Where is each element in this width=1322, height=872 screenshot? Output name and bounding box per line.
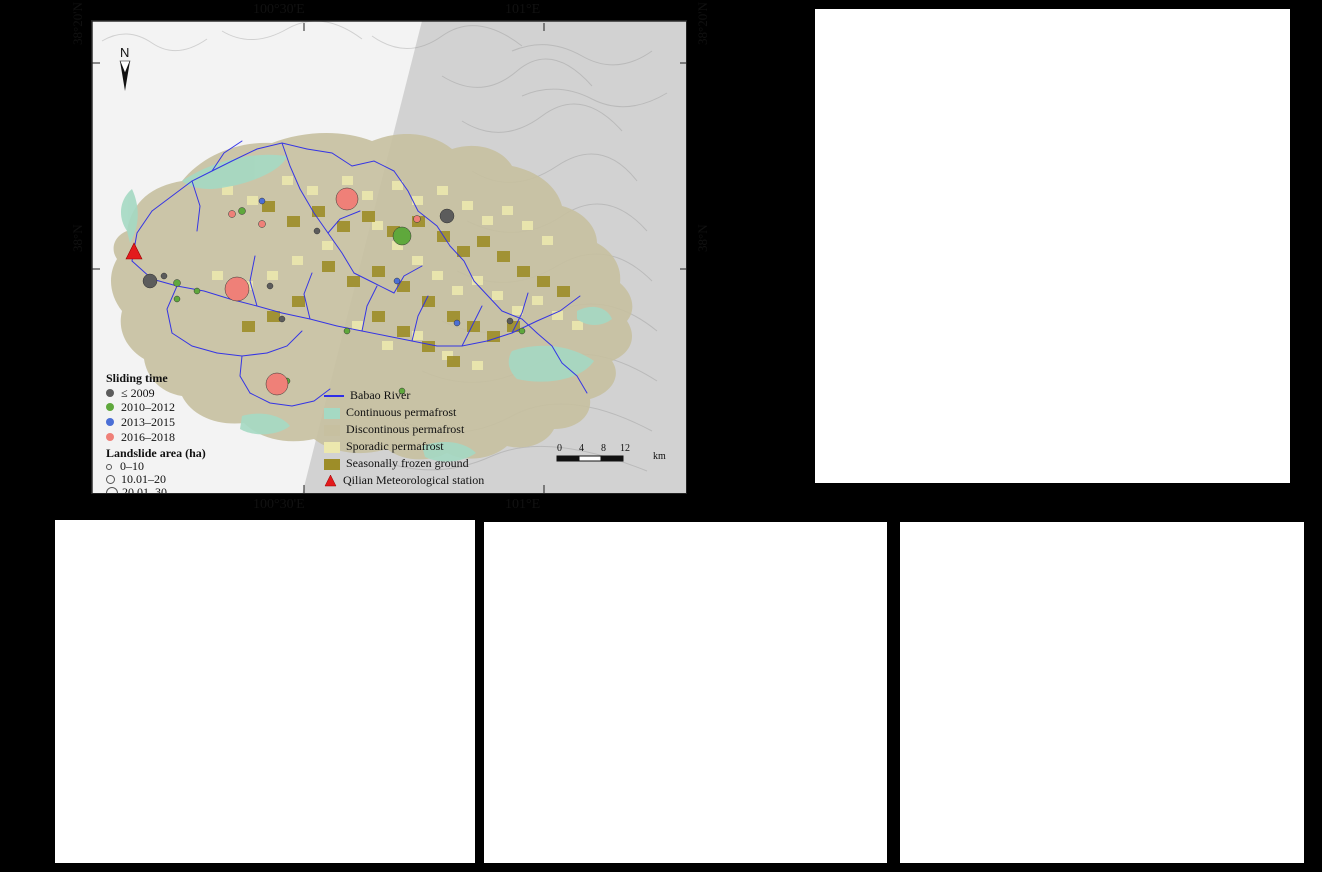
svg-text:km: km — [653, 451, 666, 462]
svg-text:N: N — [120, 45, 129, 60]
svg-text:12: 12 — [620, 443, 630, 454]
svg-text:8: 8 — [601, 443, 606, 454]
svg-text:4: 4 — [579, 443, 584, 454]
svg-text:0: 0 — [557, 443, 562, 454]
